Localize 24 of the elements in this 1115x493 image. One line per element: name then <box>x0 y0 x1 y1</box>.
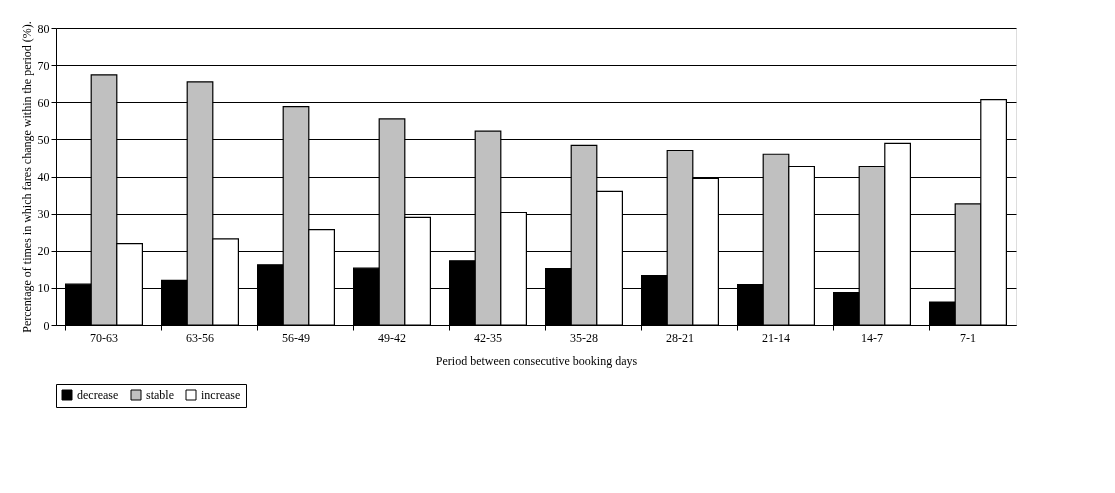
x-tick-label: 63-56 <box>186 330 214 345</box>
x-tick-label: 14-7 <box>861 330 883 345</box>
x-tick-label: 56-49 <box>282 330 310 345</box>
legend-label: increase <box>201 388 241 402</box>
x-tick-label: 49-42 <box>378 330 406 345</box>
y-tick-label: 40 <box>37 170 50 184</box>
y-axis-title: Percentage of times in which fares change within the period (%). <box>19 21 34 333</box>
y-tick-label: 80 <box>37 21 50 36</box>
x-tick-label: 35-28 <box>570 330 598 345</box>
y-tick-label: 20 <box>37 244 50 259</box>
legend-label: stable <box>146 388 174 402</box>
y-tick-label: 0 <box>43 318 50 333</box>
legend-label: decrease <box>77 388 119 402</box>
x-tick-label: 21-14 <box>762 330 790 345</box>
x-tick-label: 28-21 <box>666 330 694 345</box>
y-tick-label: 60 <box>37 95 50 110</box>
x-tick-label: 42-35 <box>474 330 502 345</box>
y-tick-label: 30 <box>37 207 50 222</box>
y-tick-label: 10 <box>37 281 50 296</box>
x-tick-label: 70-63 <box>90 330 118 345</box>
y-tick-label: 70 <box>37 58 50 73</box>
y-tick-label: 50 <box>37 132 50 147</box>
x-axis-title: Period between consecutive booking days <box>435 353 638 368</box>
x-tick-label: 7-1 <box>960 330 976 345</box>
